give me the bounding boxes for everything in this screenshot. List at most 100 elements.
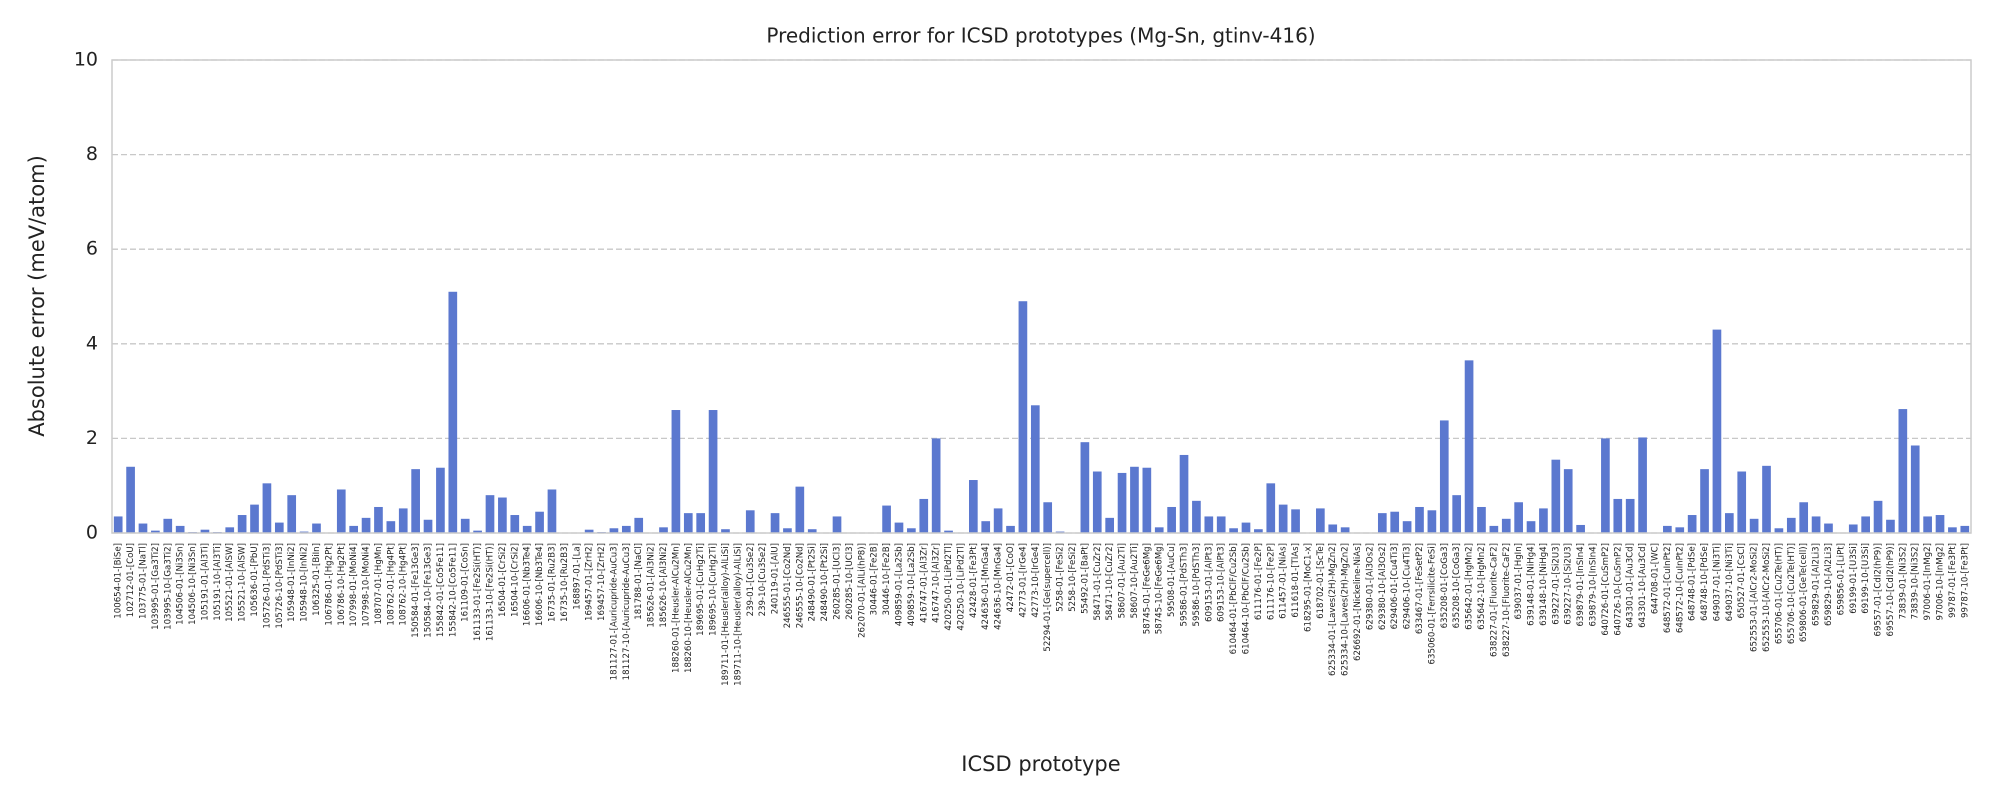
bar bbox=[1576, 524, 1585, 533]
x-tick-label: 16504-01-[CrSi2] bbox=[498, 543, 508, 617]
bar bbox=[151, 530, 160, 533]
bar bbox=[745, 510, 755, 533]
bar bbox=[1886, 519, 1895, 533]
bar bbox=[522, 525, 532, 533]
x-tick-label: 626692-01-[Nickeline-NiAs] bbox=[1353, 543, 1363, 661]
x-tick-label: 639148-01-[NiHg4] bbox=[1527, 543, 1537, 626]
x-tick-label: 106325-01-[BiIn] bbox=[312, 543, 322, 616]
bar bbox=[1861, 516, 1870, 533]
bar bbox=[1117, 472, 1127, 533]
x-tick-label: 639227-10-[Si2U3] bbox=[1564, 543, 1574, 625]
bar bbox=[671, 410, 681, 533]
x-tick-label: 105636-01-[PbU] bbox=[250, 543, 260, 617]
x-tick-label: 635208-01-[CoGa3] bbox=[1440, 543, 1450, 628]
bar bbox=[312, 523, 321, 533]
x-tick-label: 5258-01-[FeSi2] bbox=[1056, 543, 1066, 612]
x-tick-label: 639227-01-[Si2U3] bbox=[1551, 543, 1561, 625]
bar bbox=[287, 495, 297, 533]
x-tick-label: 103995-01-[Ga3Ti2] bbox=[151, 543, 161, 630]
x-tick-label: 150584-10-[Fe13Ge3] bbox=[424, 543, 434, 638]
bar bbox=[113, 516, 123, 533]
x-tick-label: 248490-10-[Pt2Si] bbox=[820, 543, 830, 622]
bar bbox=[1625, 498, 1635, 533]
bar bbox=[1216, 516, 1226, 533]
x-tick-label: 611457-01-[NiAs] bbox=[1279, 543, 1289, 619]
bar bbox=[349, 525, 359, 533]
y-tick-label: 2 bbox=[86, 427, 98, 449]
x-tick-label: 155842-01-[Co5Fe11] bbox=[436, 543, 446, 637]
x-tick-label: 246555-01-[Co2Nd] bbox=[783, 543, 793, 628]
bar bbox=[1080, 442, 1090, 533]
x-tick-label: 169457-10-[ZrH2] bbox=[597, 543, 607, 621]
x-tick-label: 262070-01-[AlLi(hP8)] bbox=[857, 543, 867, 638]
x-tick-label: 102712-01-[CoU] bbox=[126, 543, 136, 617]
x-tick-label: 52294-01-[Ge(supercell)] bbox=[1043, 543, 1053, 652]
x-tick-label: 181127-01-[Auricupride-AuCu3] bbox=[609, 543, 619, 680]
x-tick-label: 635642-01-[HgMn2] bbox=[1465, 543, 1475, 630]
x-tick-label: 189695-10-[CuHg2Ti] bbox=[709, 543, 719, 636]
bar bbox=[944, 530, 953, 533]
bar bbox=[163, 518, 173, 533]
x-tick-label: 16606-01-[Nb3Te4] bbox=[523, 543, 533, 626]
bar bbox=[993, 508, 1003, 533]
bar bbox=[1043, 502, 1053, 533]
bar bbox=[138, 523, 148, 533]
bar bbox=[1687, 515, 1697, 533]
x-tick-label: 16735-01-[Ru2B3] bbox=[547, 543, 557, 622]
bar bbox=[1377, 513, 1387, 533]
x-tick-label: 105726-01-[PdSTi3] bbox=[262, 543, 272, 629]
bar bbox=[931, 438, 941, 533]
bar bbox=[1923, 516, 1932, 533]
bar bbox=[1501, 518, 1511, 533]
x-tick-label: 618702-01-[ScTe] bbox=[1316, 543, 1326, 619]
bar bbox=[361, 517, 371, 533]
bar bbox=[498, 497, 507, 533]
bar bbox=[1898, 409, 1908, 533]
x-tick-label: 629406-01-[Cu4Ti3] bbox=[1390, 543, 1400, 629]
bar bbox=[1824, 523, 1833, 533]
bar bbox=[200, 529, 210, 533]
bar bbox=[436, 467, 445, 533]
x-tick-label: 611176-10-[Fe2P] bbox=[1266, 543, 1276, 620]
x-tick-label: 655706-10-[Cu2Te(HT)] bbox=[1787, 543, 1797, 644]
bar bbox=[1749, 518, 1759, 533]
x-tick-label: 655706-01-[Cu2Te(HT)] bbox=[1774, 543, 1784, 644]
bar bbox=[1489, 525, 1499, 533]
x-tick-label: 416747-01-[Al3Zr] bbox=[919, 543, 929, 623]
bar bbox=[126, 466, 135, 533]
x-tick-label: 248490-01-[Pt2Si] bbox=[808, 543, 818, 622]
bar bbox=[1254, 529, 1263, 533]
x-tick-label: 424636-01-[MnGa4] bbox=[981, 543, 991, 630]
x-tick-label: 649037-01-[Ni3Ti] bbox=[1712, 543, 1722, 621]
x-tick-label: 239-10-[Cu3Se2] bbox=[758, 543, 768, 616]
x-tick-label: 409859-10-[La2Sb] bbox=[907, 543, 917, 626]
x-tick-label: 609153-10-[AlPt3] bbox=[1217, 543, 1227, 622]
bar bbox=[448, 291, 458, 533]
x-tick-label: 639148-10-[NiHg4] bbox=[1539, 543, 1549, 626]
x-tick-label: 105948-01-[InNi2] bbox=[287, 543, 297, 622]
x-tick-label: 643301-10-[Au3Cd] bbox=[1638, 543, 1648, 628]
x-tick-label: 69199-10-[U3Si] bbox=[1861, 543, 1871, 614]
x-tick-label: 189711-10-[Heusler(alloy)-AlLiSi] bbox=[733, 543, 743, 686]
bar bbox=[1006, 525, 1015, 533]
x-tick-label: 640726-10-[CuSmP2] bbox=[1613, 543, 1623, 636]
bar bbox=[1601, 438, 1610, 533]
x-tick-label: 30446-01-[Fe2B] bbox=[870, 543, 880, 615]
bar bbox=[1278, 504, 1288, 533]
x-tick-label: 648572-01-[CuInPt2] bbox=[1663, 543, 1673, 633]
bar bbox=[981, 521, 991, 533]
x-tick-label: 69557-10-[CdI2(hP9)] bbox=[1886, 543, 1896, 636]
bar bbox=[1563, 469, 1573, 533]
x-tick-label: 644708-01-[WC] bbox=[1650, 543, 1660, 614]
bar bbox=[1390, 511, 1400, 533]
bar bbox=[547, 489, 557, 533]
bar bbox=[1613, 498, 1623, 533]
bar bbox=[1241, 522, 1251, 533]
x-tick-label: 69557-01-[CdI2(hP9)] bbox=[1874, 543, 1884, 636]
x-tick-label: 409859-01-[La2Sb] bbox=[894, 543, 904, 626]
x-tick-label: 108762-10-[Hg4Pt] bbox=[399, 543, 409, 626]
x-tick-label: 105948-10-[InNi2] bbox=[300, 543, 310, 622]
x-tick-label: 659856-01-[LiPt] bbox=[1836, 543, 1846, 615]
bar bbox=[374, 506, 383, 533]
x-tick-label: 652553-10-[AlCr2-MoSi2] bbox=[1762, 543, 1772, 652]
